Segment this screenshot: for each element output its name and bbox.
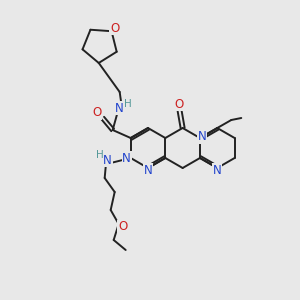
Text: O: O [92, 106, 101, 119]
Text: O: O [110, 22, 119, 35]
Text: O: O [118, 220, 127, 233]
Text: O: O [174, 98, 183, 110]
Text: N: N [198, 130, 206, 143]
Text: N: N [115, 101, 124, 115]
Text: H: H [124, 99, 132, 109]
Text: N: N [122, 152, 131, 164]
Text: N: N [144, 164, 152, 176]
Text: N: N [103, 154, 112, 166]
Text: N: N [213, 164, 222, 176]
Text: H: H [96, 150, 104, 160]
